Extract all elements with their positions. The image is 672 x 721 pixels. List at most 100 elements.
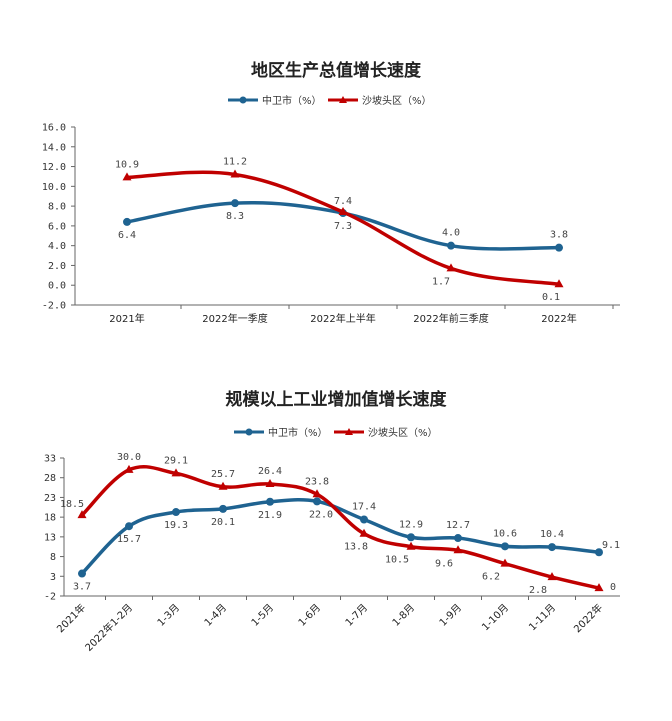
data-point <box>265 479 275 488</box>
series-shapotou: 18.5 30.0 29.1 25.7 26.4 23.8 13.8 10.5 9.6 6.2 2.… <box>60 452 616 596</box>
series-zhongwei: 3.7 15.7 19.3 20.1 21.9 22.0 17.4 12.9 12.7 10.6 1… <box>73 497 620 593</box>
series-line <box>80 497 600 575</box>
data-point <box>594 583 604 592</box>
data-point <box>360 515 368 524</box>
data-point <box>454 534 462 543</box>
industrial-growth-chart: 规模以上工业增加值增长速度 中卫市（%） 沙坡头区（%） 33 28 23 18 13 8… <box>44 389 620 654</box>
data-label: 23.8 <box>305 476 329 487</box>
data-label: 25.7 <box>211 469 235 480</box>
chart1-legend: 中卫市（%） 沙坡头区（%） <box>228 94 432 107</box>
y-tick-label: 14.0 <box>42 142 66 153</box>
data-label: 9.1 <box>602 540 620 551</box>
data-label: 7.4 <box>334 196 352 207</box>
data-point <box>555 243 563 252</box>
x-tick-label: 2022年一季度 <box>202 312 267 325</box>
y-tick-label: 2.0 <box>48 261 66 272</box>
data-point <box>125 522 133 531</box>
data-point <box>446 263 456 272</box>
data-label: 17.4 <box>352 502 376 513</box>
x-tick-label: 2022年 <box>571 601 605 635</box>
y-tick-label: 0.0 <box>48 281 66 292</box>
data-point <box>338 207 348 216</box>
data-label: 22.0 <box>309 509 333 520</box>
series-line <box>80 465 600 590</box>
data-label: 3.7 <box>73 582 91 593</box>
data-label: 12.9 <box>399 519 423 530</box>
data-point <box>595 548 603 557</box>
data-point <box>548 543 556 552</box>
x-tick-label: 1-10月 <box>480 602 512 634</box>
data-label: 12.7 <box>446 520 470 531</box>
data-point <box>547 572 557 581</box>
data-point <box>231 199 239 208</box>
x-tick-label: 1-7月 <box>343 602 370 629</box>
chart2-legend: 中卫市（%） 沙坡头区（%） <box>234 426 438 439</box>
data-point <box>501 542 509 551</box>
data-point <box>407 533 415 542</box>
data-point <box>78 569 86 578</box>
data-point <box>453 545 463 554</box>
chart1-legend-label-shapotou: 沙坡头区（%） <box>362 94 432 107</box>
data-label: 7.3 <box>334 221 352 232</box>
data-label: 10.4 <box>540 529 564 540</box>
data-point <box>554 279 564 288</box>
chart1-legend-marker-zhongwei <box>239 96 247 104</box>
data-label: 0 <box>610 582 616 593</box>
x-tick-label: 2022年1-2月 <box>82 601 135 654</box>
chart1-legend-label-zhongwei: 中卫市（%） <box>262 94 322 107</box>
data-label: 9.6 <box>435 558 453 569</box>
y-tick-label: 8.0 <box>48 202 66 213</box>
chart2-legend-label-zhongwei: 中卫市（%） <box>268 426 328 439</box>
data-label: 19.3 <box>164 520 188 531</box>
chart1-legend-marker-shapotou <box>339 96 347 103</box>
y-tick-label: 10.0 <box>42 182 66 193</box>
chart2-legend-marker-zhongwei <box>245 428 253 436</box>
data-point <box>447 241 455 250</box>
x-tick-label: 1-6月 <box>296 602 323 629</box>
data-point <box>406 541 416 550</box>
data-point <box>312 489 322 498</box>
y-tick-label: 3 <box>50 572 56 583</box>
y-tick-label: 33 <box>44 454 56 465</box>
data-label: 6.2 <box>482 572 500 583</box>
y-tick-label: 6.0 <box>48 221 66 232</box>
y-tick-label: 12.0 <box>42 162 66 173</box>
data-point <box>500 558 510 567</box>
data-label: 8.3 <box>226 211 244 222</box>
data-label: 26.4 <box>258 466 282 477</box>
data-label: 3.8 <box>550 230 568 241</box>
y-tick-label: 4.0 <box>48 241 66 252</box>
x-tick-label: 1-8月 <box>390 602 417 629</box>
data-point <box>123 217 131 226</box>
data-label: 10.6 <box>493 528 517 539</box>
x-tick-label: 2022年前三季度 <box>413 312 488 325</box>
x-tick-label: 1-5月 <box>249 602 276 629</box>
series-shapotou: 10.9 11.2 7.4 1.7 0.1 <box>115 156 564 303</box>
y-tick-label: 18 <box>44 513 56 524</box>
data-point <box>77 510 87 519</box>
data-point <box>230 169 240 178</box>
data-point <box>218 481 228 490</box>
data-point <box>122 172 132 181</box>
x-tick-label: 2022年 <box>541 312 576 325</box>
y-tick-label: -2.0 <box>42 301 66 312</box>
data-label: 1.7 <box>432 276 450 287</box>
data-point <box>124 464 134 473</box>
chart2-series: 3.715.719.3 20.121.9 22.017.412.9 12.710.6 1… <box>60 452 620 596</box>
chart2-legend-marker-shapotou <box>345 428 353 435</box>
chart2-title: 规模以上工业增加值增长速度 <box>226 389 448 410</box>
data-label: 0.1 <box>542 292 560 303</box>
data-label: 4.0 <box>442 228 460 239</box>
y-tick-label: -2 <box>44 592 56 603</box>
x-tick-label: 2021年 <box>54 601 88 635</box>
chart1-title: 地区生产总值增长速度 <box>251 60 422 81</box>
x-tick-label: 1-3月 <box>155 602 182 629</box>
chart2-legend-label-shapotou: 沙坡头区（%） <box>368 426 438 439</box>
data-label: 20.1 <box>211 517 235 528</box>
data-label: 29.1 <box>164 455 188 466</box>
data-label: 6.4 <box>118 230 136 241</box>
data-label: 2.8 <box>529 585 547 596</box>
data-label: 10.5 <box>385 555 409 566</box>
